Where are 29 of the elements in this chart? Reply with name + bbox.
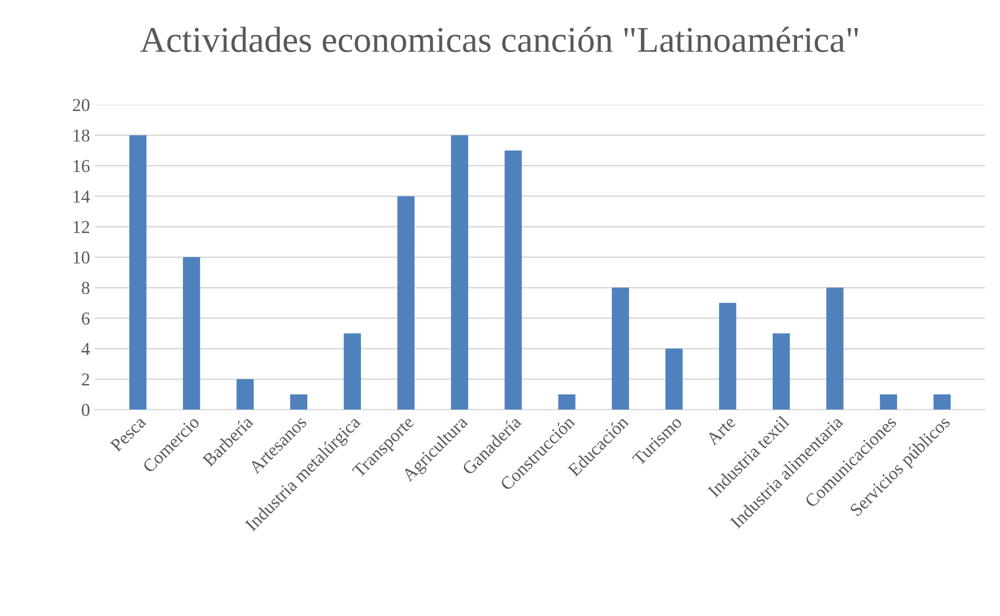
y-tick-label: 20	[72, 98, 90, 112]
bar	[826, 288, 844, 410]
bar	[612, 288, 629, 410]
y-tick-label: 2	[82, 373, 90, 386]
y-tick-label: 16	[74, 160, 90, 172]
chart-title: Actividades economicas canción "Latinoamérica"	[140, 26, 858, 52]
bar	[182, 257, 200, 410]
bar	[934, 394, 951, 410]
y-tick-label: 4	[81, 343, 90, 355]
y-tick-label: 6	[82, 312, 90, 325]
y-tick-label: 18	[74, 129, 90, 142]
bar	[772, 333, 790, 410]
bar	[665, 348, 683, 410]
x-tick-label: Arte	[706, 415, 736, 446]
y-tick-label: 14	[74, 190, 90, 202]
bar	[880, 394, 898, 410]
y-tick-label: 10	[74, 251, 90, 264]
bar	[290, 394, 308, 410]
bar	[397, 196, 415, 410]
bar	[504, 150, 522, 410]
y-tick-label: 12	[74, 220, 90, 233]
bar	[558, 394, 576, 410]
y-tick-label: 0	[82, 404, 90, 416]
y-tick-label: 8	[82, 282, 90, 294]
bar	[451, 135, 468, 410]
bar	[719, 302, 736, 410]
bar	[236, 379, 254, 410]
bar	[344, 333, 361, 410]
bar	[129, 135, 146, 410]
